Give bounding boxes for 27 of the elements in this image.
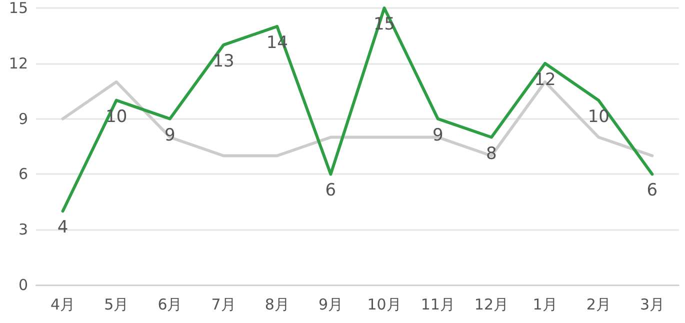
x-tick-label: 6月 [158, 296, 182, 314]
x-tick-label: 10月 [367, 296, 402, 314]
x-tick-label: 4月 [50, 296, 76, 314]
y-tick-label: 6 [18, 165, 28, 184]
y-tick-label: 3 [18, 220, 28, 239]
y-tick-label: 15 [8, 0, 28, 17]
x-tick-label: 9月 [318, 296, 343, 314]
data-label: 6 [646, 180, 658, 201]
y-tick-label: 9 [18, 110, 28, 128]
data-label: 9 [432, 125, 444, 146]
data-label: 9 [164, 125, 176, 146]
data-label: 4 [57, 218, 68, 238]
data-label: 13 [212, 51, 234, 72]
x-tick-label: 11月 [420, 296, 455, 314]
x-tick-label: 5月 [104, 296, 129, 314]
x-tick-label: 1月 [532, 296, 558, 314]
data-label: 12 [534, 70, 556, 90]
data-label: 6 [325, 180, 336, 201]
data-label: 8 [486, 144, 497, 164]
x-tick-label: 7月 [211, 296, 236, 314]
data-label: 10 [588, 106, 610, 127]
x-tick-label: 3月 [640, 296, 664, 314]
x-tick-label: 12月 [474, 296, 509, 314]
x-tick-label: 2月 [586, 296, 611, 314]
y-tick-label: 12 [8, 54, 28, 72]
y-tick-label: 0 [18, 276, 28, 294]
x-tick-label: 8月 [264, 296, 290, 314]
